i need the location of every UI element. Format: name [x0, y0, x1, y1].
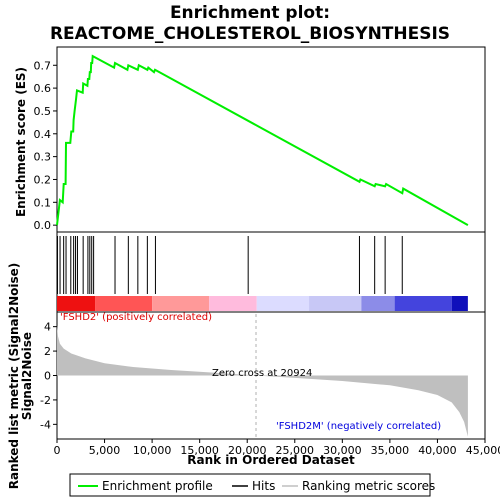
metric-y-axis-sublabel: Signal2Noise: [20, 332, 34, 420]
zero-cross-label: Zero cross at 20924: [212, 368, 312, 379]
x-tick-label: 20,000: [228, 444, 267, 457]
ranking-metric-area: [57, 314, 468, 439]
x-tick-label: 10,000: [133, 444, 172, 457]
positive-correlation-label: 'FSHD2' (positively correlated): [60, 312, 212, 323]
x-tick-label: 35,000: [371, 444, 410, 457]
metric-tick-label: 2: [44, 345, 51, 358]
legend-enrichment-label: Enrichment profile: [102, 479, 213, 493]
metric-y-axis-label: Ranked list metric (Signal2Noise): [7, 263, 21, 490]
es-axis: 0.0 0.1 0.2 0.3 0.4 0.5 0.6 0.7: [34, 59, 57, 232]
legend-ranking-label: Ranking metric scores: [302, 479, 435, 493]
x-axis: 0 5,000 10,000 15,000 20,000 25,000 30,000 35,0…: [54, 439, 500, 457]
es-tick-label: 0.7: [34, 59, 52, 72]
hits-layer: [56, 236, 403, 294]
metric-tick-label: 4: [44, 321, 51, 334]
es-tick-label: 0.0: [34, 219, 52, 232]
legend-box: [69, 473, 431, 497]
metric-area-fill: [57, 325, 468, 437]
x-tick-label: 25,000: [276, 444, 315, 457]
x-tick-label: 45,000: [466, 444, 500, 457]
metric-axis: 4 2 0 -2 -4: [40, 321, 57, 431]
ranked-heatmap-bar: [57, 296, 468, 311]
x-tick-label: 15,000: [180, 444, 219, 457]
negative-correlation-label: 'FSHD2M' (negatively correlated): [276, 421, 441, 432]
es-tick-label: 0.2: [34, 173, 52, 186]
heat-band: [309, 296, 362, 311]
x-tick-label: 40,000: [418, 444, 457, 457]
es-tick-label: 0.1: [34, 196, 52, 209]
heat-band: [57, 296, 96, 311]
heat-band: [361, 296, 395, 311]
metric-tick-label: 0: [44, 370, 51, 383]
es-panel-frame: [56, 46, 486, 233]
chart-title-line1: Enrichment plot:: [170, 3, 330, 23]
metric-tick-label: -4: [40, 418, 51, 431]
es-y-axis-label: Enrichment score (ES): [14, 67, 28, 217]
heat-band: [394, 296, 452, 311]
es-tick-label: 0.5: [34, 105, 52, 118]
heat-band: [95, 296, 153, 311]
legend-hits-label: Hits: [252, 479, 275, 493]
es-tick-label: 0.3: [34, 151, 52, 164]
es-tick-label: 0.6: [34, 82, 52, 95]
es-tick-label: 0.4: [34, 128, 52, 141]
heat-band: [152, 296, 210, 311]
x-tick-label: 30,000: [323, 444, 362, 457]
enrichment-profile-line: [56, 54, 469, 226]
heat-band: [209, 296, 257, 311]
heat-band: [451, 296, 468, 311]
heat-band: [256, 296, 310, 311]
x-tick-label: 5,000: [89, 444, 121, 457]
chart-title-line2: REACTOME_CHOLESTEROL_BIOSYNTHESIS: [50, 24, 450, 44]
enrichment-profile-path: [56, 54, 469, 226]
metric-tick-label: -2: [40, 394, 51, 407]
x-tick-label: 0: [54, 444, 61, 457]
x-axis-label: Rank in Ordered Dataset: [187, 453, 355, 467]
